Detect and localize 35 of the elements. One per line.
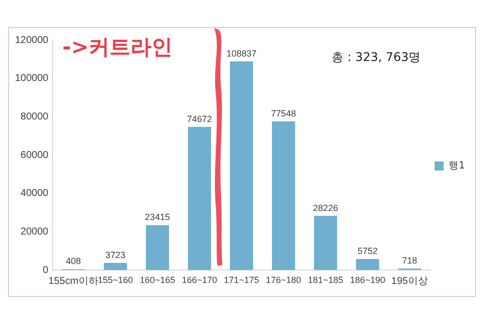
x-tick-label: 160~165 [140,274,176,285]
data-label: 77548 [271,108,296,118]
y-tick-label: 80000 [20,111,49,122]
x-tick-label: 181~185 [308,274,344,285]
y-tick-label: 100000 [14,73,49,84]
x-tick-label: 155cm이하 [48,276,98,287]
bar [188,126,212,270]
data-label: 3723 [105,250,126,260]
x-tick-label: 195이상 [391,276,428,287]
bar [146,225,169,270]
data-label: 718 [402,256,418,266]
bar [230,61,254,270]
bar [272,121,296,270]
legend-label: 행1 [448,160,466,172]
bar [356,258,380,270]
y-tick-label: 0 [42,264,49,276]
annotation: ->커트라인 [62,34,173,59]
x-tick-label: 171~175 [224,274,260,285]
y-tick-label: 120000 [14,34,49,46]
x-tick-label: 155~160 [98,274,134,285]
bar [104,262,127,270]
data-label: 28226 [313,202,338,213]
y-tick-label: 20000 [20,226,49,238]
x-tick-label: 166~170 [182,274,218,285]
x-tick-label: 176~180 [266,274,302,285]
y-tick-label: 60000 [20,150,49,161]
data-label: 74672 [186,114,212,124]
y-tick-label: 40000 [20,188,49,200]
bar [314,216,338,270]
data-label: 108837 [226,48,257,58]
data-label: 408 [66,256,81,266]
data-label: 23415 [144,212,170,222]
annotation: 총 : 323, 763명 [332,50,421,64]
data-label: 5752 [358,246,378,256]
x-tick-label: 186~190 [350,274,386,285]
